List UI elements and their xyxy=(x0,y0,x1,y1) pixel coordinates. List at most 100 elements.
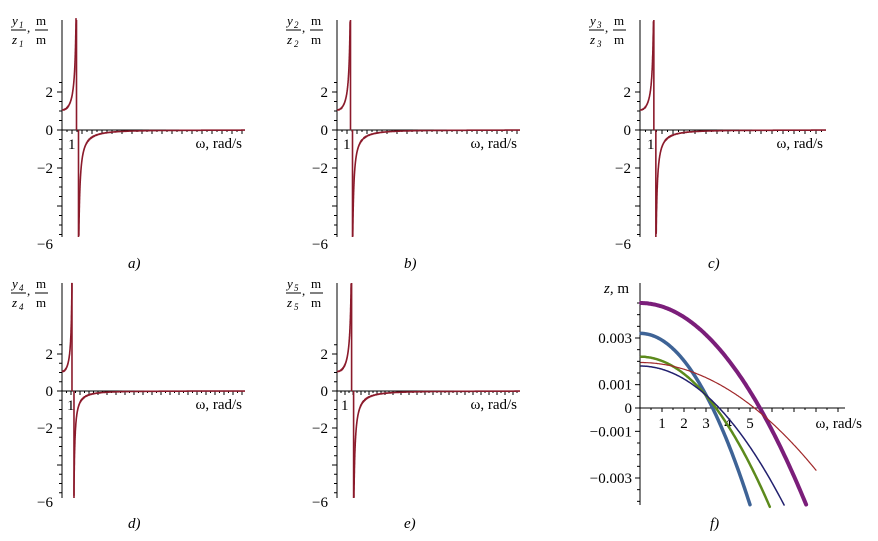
x-tick-label: 1 xyxy=(658,416,666,432)
x-tick-label: 1 xyxy=(67,398,75,414)
y-axis-label-e: y 5z 5, mm xyxy=(285,276,323,312)
y-tick-label: −2 xyxy=(37,161,53,177)
y-axis-label-d: y 4z 4, mm xyxy=(10,276,48,312)
y-label-comma: , xyxy=(302,283,305,298)
x-axis-label: ω, rad/s xyxy=(776,136,823,152)
y-label-comma: , xyxy=(27,283,30,298)
response-curve-left xyxy=(336,283,352,373)
y-label-unit-numerator: m xyxy=(614,13,624,28)
y-label-denominator-sub: 3 xyxy=(596,39,602,49)
y-label-denominator-sub: 5 xyxy=(294,302,299,312)
y-tick-label: −0.001 xyxy=(590,424,632,440)
response-curve-right xyxy=(655,129,826,234)
y-tick-label: −2 xyxy=(312,421,328,437)
y-tick-label: 2 xyxy=(624,85,632,101)
y-label-comma: , xyxy=(605,20,608,35)
y-tick-label: 2 xyxy=(321,85,329,101)
y-label-denominator: z xyxy=(11,295,17,310)
y-label-numerator-sub: 2 xyxy=(294,20,299,30)
y-tick-label: −6 xyxy=(37,237,53,253)
y-tick-label: 2 xyxy=(46,347,54,363)
x-tick-label: 3 xyxy=(702,416,710,432)
y-label-denominator: z xyxy=(286,295,292,310)
y-tick-label: −6 xyxy=(312,495,328,511)
x-tick-label: 1 xyxy=(647,137,655,153)
x-axis-label: ω, rad/s xyxy=(195,136,242,152)
y-label-unit-denominator: m xyxy=(36,295,46,310)
response-curve-right xyxy=(351,129,520,237)
y-tick-label: 0 xyxy=(321,123,329,139)
y-tick-label: 0.003 xyxy=(598,331,632,347)
y-axis-label-c: y 3z 3, mm xyxy=(588,13,626,49)
y-tick-label: −2 xyxy=(312,161,328,177)
chart-a: 2 0 −2 −6 1 ω, rad/s a) xyxy=(37,18,245,272)
chart-d: 2 0 −2 −6 1 ω, rad/s d) xyxy=(37,282,245,532)
y-tick-label: −6 xyxy=(312,237,328,253)
panel-caption: c) xyxy=(708,256,720,272)
response-curve-right xyxy=(78,129,245,236)
series-line-1 xyxy=(639,301,809,507)
series-line-2 xyxy=(639,331,752,507)
y-label-unit-numerator: m xyxy=(36,13,46,28)
series-line-5 xyxy=(640,361,817,471)
y-label-numerator: y xyxy=(10,276,18,291)
chart-c: 2 0 −2 −6 1 ω, rad/s c) xyxy=(615,20,826,272)
y-label-unit-numerator: m xyxy=(311,276,321,291)
response-curve-left xyxy=(62,18,77,111)
y-label-numerator: y xyxy=(285,13,293,28)
y-axis-label-a: y 1z 1, mm xyxy=(10,13,48,49)
x-tick-label: 5 xyxy=(746,416,754,432)
chart-b: 2 0 −2 −6 1 ω, rad/s b) xyxy=(312,20,520,272)
y-label-comma: , xyxy=(27,20,30,35)
response-curve-right xyxy=(353,390,520,498)
panel-caption: f) xyxy=(710,516,719,532)
y-label-denominator: z xyxy=(11,32,17,47)
x-axis-label: ω, rad/s xyxy=(815,416,862,432)
x-axis-label: ω, rad/s xyxy=(470,136,517,152)
response-curve-right xyxy=(73,390,245,496)
y-label-numerator: y xyxy=(10,13,18,28)
y-label-denominator-sub: 2 xyxy=(294,39,299,49)
response-curve-left xyxy=(337,21,351,111)
x-axis-label: ω, rad/s xyxy=(470,397,517,413)
y-label-numerator: y xyxy=(285,276,293,291)
y-axis-label-b: y 2z 2, mm xyxy=(285,13,323,49)
x-tick-label: 1 xyxy=(68,137,76,153)
y-tick-label: 0.001 xyxy=(598,378,632,394)
x-tick-label: 1 xyxy=(341,398,349,414)
y-tick-label: 0 xyxy=(46,123,54,139)
y-label-numerator-sub: 3 xyxy=(596,20,602,30)
y-label-comma: , xyxy=(302,20,305,35)
y-label-denominator-sub: 1 xyxy=(19,39,24,49)
y-tick-label: 0 xyxy=(321,384,329,400)
response-curve-left xyxy=(61,282,73,373)
y-label-unit-numerator: m xyxy=(36,276,46,291)
y-label-numerator: y xyxy=(588,13,596,28)
y-tick-label: −6 xyxy=(37,495,53,511)
y-label-unit-denominator: m xyxy=(311,32,321,47)
y-tick-label: 2 xyxy=(46,85,54,101)
y-tick-label: 0 xyxy=(46,384,54,400)
y-tick-label: −0.003 xyxy=(590,471,632,487)
x-tick-label: 2 xyxy=(680,416,688,432)
y-tick-label: 0 xyxy=(624,123,632,139)
y-label-numerator-sub: 4 xyxy=(19,283,24,293)
y-label-denominator: z xyxy=(589,32,595,47)
y-label-numerator-sub: 5 xyxy=(294,283,299,293)
y-label-denominator-sub: 4 xyxy=(19,302,24,312)
panel-caption: e) xyxy=(404,516,416,532)
y-tick-label: 0 xyxy=(625,401,633,417)
series-line-4 xyxy=(640,365,785,506)
x-axis-label: ω, rad/s xyxy=(195,397,242,413)
y-label-numerator-sub: 1 xyxy=(19,20,24,30)
x-tick-label: 1 xyxy=(343,137,351,153)
chart-e: 2 0 −2 −6 1 ω, rad/s e) xyxy=(312,283,520,532)
y-tick-label: −6 xyxy=(615,237,631,253)
y-label-denominator: z xyxy=(286,32,292,47)
panel-caption: b) xyxy=(404,256,417,272)
response-curve-left xyxy=(640,21,655,111)
panel-caption: a) xyxy=(128,256,141,272)
y-tick-label: −2 xyxy=(615,161,631,177)
